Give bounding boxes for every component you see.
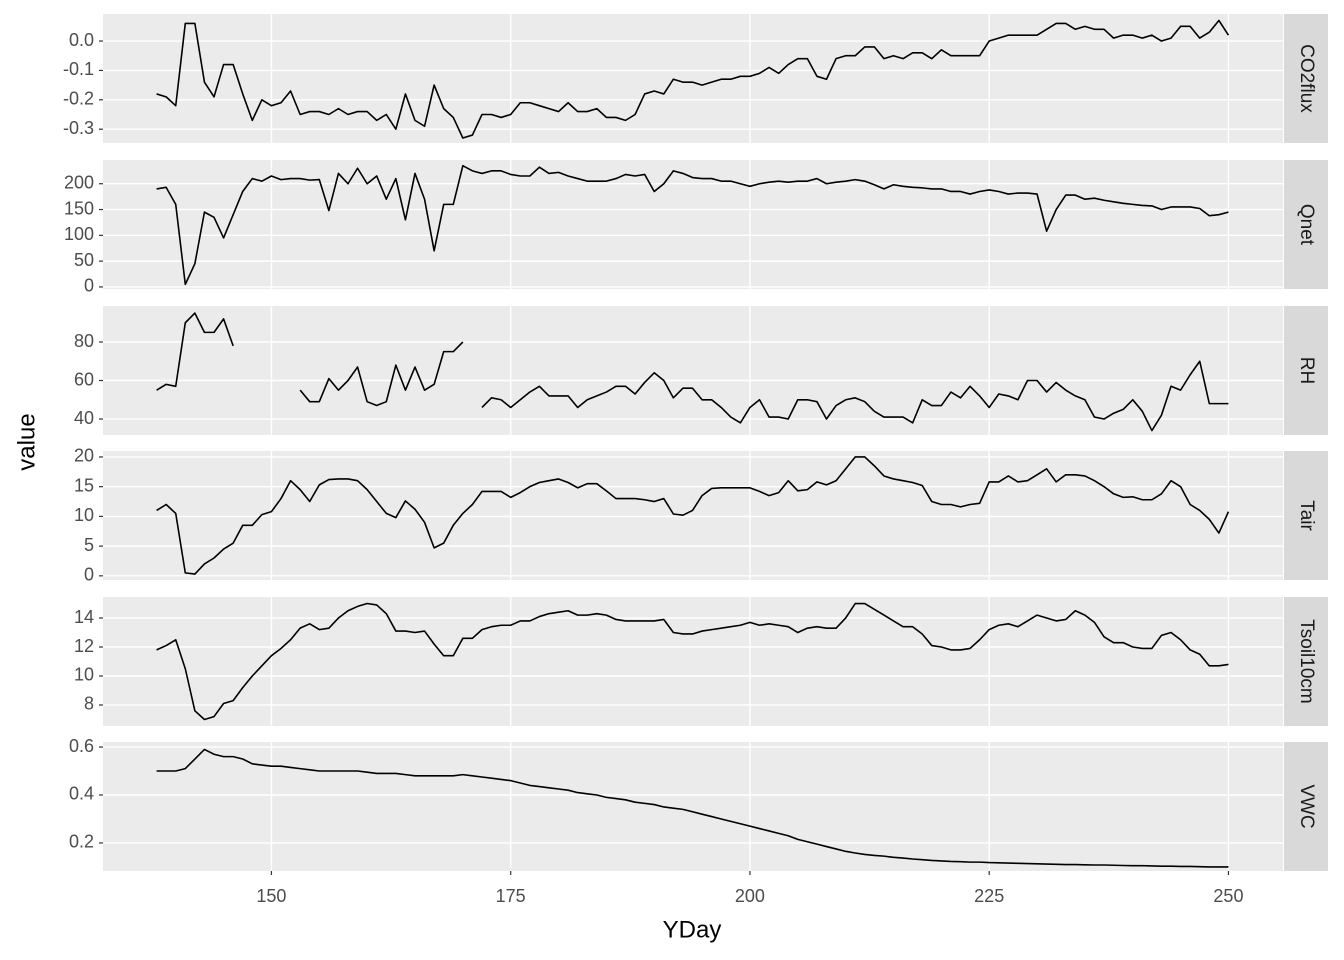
y-tick-label: 15 (74, 475, 94, 495)
y-tick-label: -0.3 (63, 118, 94, 138)
facet-label: VWC (1296, 784, 1317, 828)
y-tick-label: 0.2 (69, 832, 94, 852)
facet-strip (1284, 14, 1328, 143)
y-tick-label: 0.6 (69, 736, 94, 756)
y-tick-label: 0 (84, 276, 94, 296)
y-tick-label: 200 (64, 172, 94, 192)
y-tick-label: 50 (74, 250, 94, 270)
data-line (156, 312, 1229, 432)
panel-background (103, 306, 1283, 435)
panel-background (103, 160, 1283, 289)
facet-strip (1284, 160, 1328, 289)
data-line (156, 456, 1230, 575)
y-tick-label: 12 (74, 636, 94, 656)
panel-background (103, 451, 1283, 580)
y-tick-label: 100 (64, 224, 94, 244)
facet-strip (1284, 742, 1328, 871)
facet-strip (1284, 306, 1328, 435)
data-line (156, 748, 1229, 868)
y-tick-label: 5 (84, 535, 94, 555)
y-tick-label: -0.1 (63, 59, 94, 79)
x-tick-label: 200 (735, 886, 765, 906)
facet-strip (1284, 451, 1328, 580)
y-tick-label: 8 (84, 694, 94, 714)
y-axis-title: value (13, 413, 40, 470)
y-tick-label: 10 (74, 505, 94, 525)
y-tick-label: 60 (74, 369, 94, 389)
y-tick-label: 0.0 (69, 30, 94, 50)
data-line (156, 602, 1229, 721)
y-tick-label: 0.4 (69, 784, 94, 804)
y-tick-label: 40 (74, 408, 94, 428)
x-axis-title: YDay (663, 916, 722, 943)
panel-background (103, 597, 1283, 726)
panel-background (103, 14, 1283, 143)
y-tick-label: 150 (64, 198, 94, 218)
y-tick-label: 80 (74, 331, 94, 351)
data-line (156, 19, 1230, 139)
x-tick-label: 150 (256, 886, 286, 906)
x-tick-label: 175 (496, 886, 526, 906)
x-tick-label: 225 (974, 886, 1004, 906)
facet-label: Tsoil10cm (1296, 619, 1317, 703)
facet-strip (1284, 597, 1328, 726)
y-tick-label: 10 (74, 665, 94, 685)
y-tick-label: -0.2 (63, 89, 94, 109)
panel-background (103, 742, 1283, 871)
y-tick-label: 14 (74, 607, 94, 627)
facet-label: Tair (1296, 500, 1317, 531)
y-tick-label: 20 (74, 446, 94, 466)
x-tick-label: 250 (1213, 886, 1243, 906)
data-line (156, 164, 1229, 286)
facet-label: RH (1296, 357, 1317, 384)
facet-label: Qnet (1296, 204, 1317, 246)
facet-label: CO2flux (1296, 44, 1317, 113)
y-tick-label: 0 (84, 565, 94, 585)
